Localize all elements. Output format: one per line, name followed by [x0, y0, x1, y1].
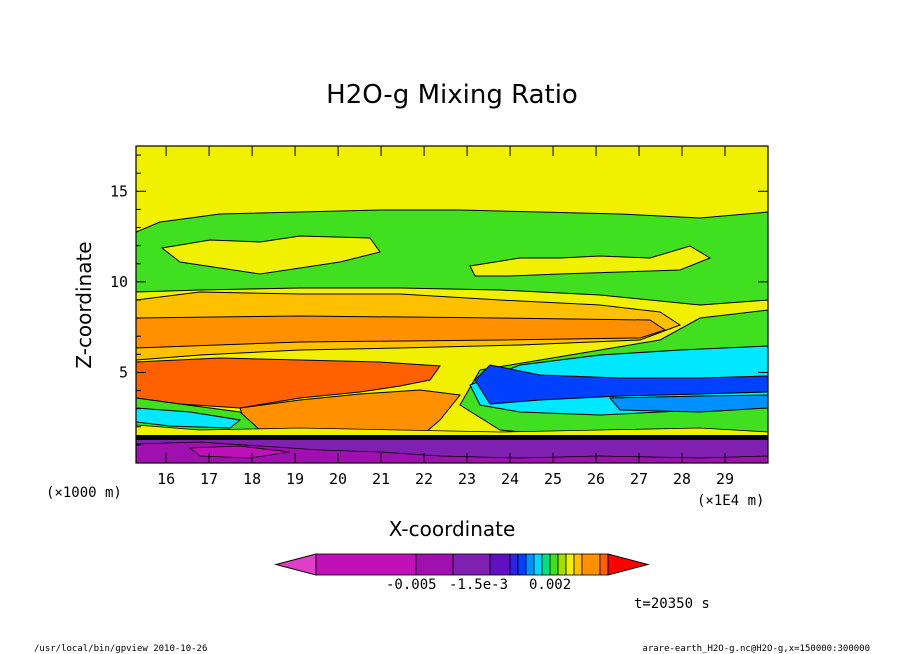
- colorbar-swatch: [415, 553, 454, 576]
- surface-deep: [188, 445, 291, 459]
- colorbar-swatch: [525, 553, 535, 576]
- colorbar: [274, 553, 650, 576]
- x-tick-label: 26: [587, 470, 605, 488]
- x-tick-label: 17: [200, 470, 218, 488]
- colorbar-swatch: [581, 553, 601, 576]
- colorbar-swatch: [573, 553, 583, 576]
- x-tick-label: 27: [630, 470, 648, 488]
- x-tick-label: 19: [286, 470, 304, 488]
- y-tick-label: 5: [119, 363, 128, 381]
- dry-pocket: [160, 235, 381, 275]
- surface-magenta: [136, 441, 768, 463]
- colorbar-swatch: [557, 553, 567, 576]
- surface-interface: [136, 435, 768, 440]
- colorbar-label-2: 0.002: [529, 577, 571, 593]
- y-tick-label: 15: [110, 182, 128, 200]
- colorbar-swatch: [315, 553, 417, 576]
- plot-frame: [135, 145, 769, 464]
- colorbar-swatch: [489, 553, 511, 576]
- y-tick-label: 10: [110, 273, 128, 291]
- y-axis: 5 10 15: [110, 154, 768, 446]
- colorbar-swatch: [541, 553, 551, 576]
- left-cyan-band: [136, 407, 242, 429]
- colorbar-swatch: [452, 553, 491, 576]
- right-blue: [474, 364, 768, 405]
- x-tick-label: 29: [716, 470, 734, 488]
- x-tick-label: 22: [415, 470, 433, 488]
- chart-title: H2O-g Mixing Ratio: [326, 80, 578, 110]
- x-tick-label: 16: [157, 470, 175, 488]
- colorbar-swatch: [509, 553, 519, 576]
- x-tick-label: 21: [372, 470, 390, 488]
- x-tick-label: 24: [501, 470, 519, 488]
- orange-core: [136, 315, 667, 349]
- colorbar-swatch: [565, 553, 575, 576]
- footer-left: /usr/local/bin/gpview 2010-10-26: [34, 644, 207, 654]
- x-tick-label: 20: [329, 470, 347, 488]
- colorbar-swatch: [549, 553, 559, 576]
- x-tick-label: 28: [673, 470, 691, 488]
- colorbar-high-triangle: [607, 553, 650, 576]
- plot-area: [135, 145, 769, 464]
- x-tick-label: 18: [243, 470, 261, 488]
- x-axis-label: X-coordinate: [389, 517, 516, 541]
- colorbar-label-0: -0.005: [386, 577, 437, 593]
- y-axis-label: Z-coordinate: [72, 241, 96, 368]
- x-unit-left: (×1000 m): [46, 485, 122, 501]
- x-tick-label: 23: [458, 470, 476, 488]
- colorbar-swatch: [599, 553, 609, 576]
- x-unit-right: (×1E4 m): [697, 493, 764, 509]
- dry-pocket-2: [469, 245, 712, 277]
- time-label: t=20350 s: [634, 596, 710, 612]
- colorbar-low-triangle: [274, 553, 317, 576]
- x-tick-label: 25: [544, 470, 562, 488]
- footer-right: arare-earth_H2O-g.nc@H2O-g,x=150000:3000…: [642, 644, 870, 654]
- colorbar-label-1: -1.5e-3: [449, 577, 508, 593]
- right-light-blue: [608, 394, 768, 413]
- upper-moist-band: [136, 209, 768, 306]
- colorbar-swatch: [517, 553, 527, 576]
- x-axis: 16 17 18 19 20 21 22 23 24 25 26 27 28 29: [157, 146, 734, 488]
- colorbar-swatch: [533, 553, 543, 576]
- colorbar-labels: -0.005 -1.5e-3 0.002: [386, 577, 571, 593]
